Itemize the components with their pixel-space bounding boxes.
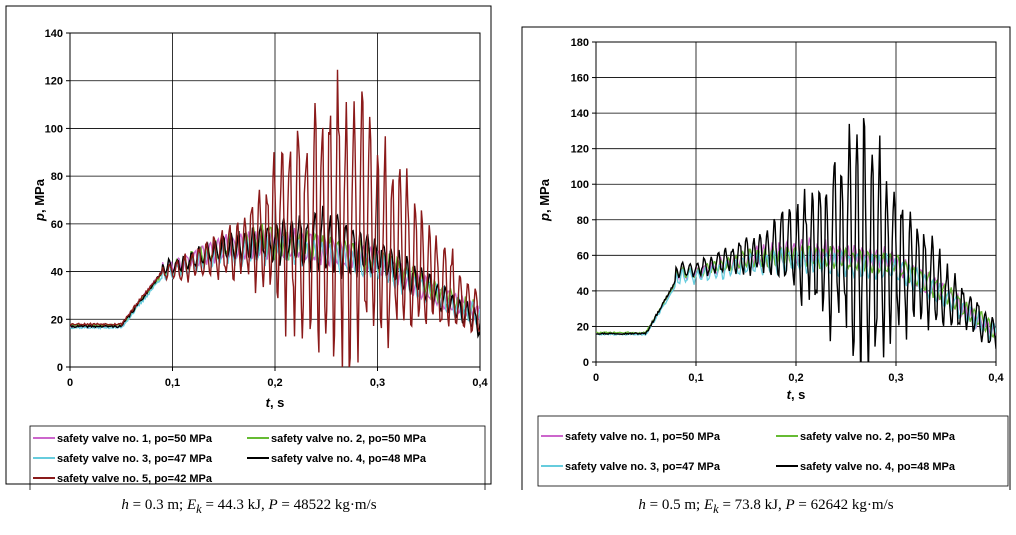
right-chart: 0 20 40 60 80 100 120 140 160 180 0 0,1 0,2 0,3 0,4 p… xyxy=(521,26,1011,490)
y-tick-label: 160 xyxy=(571,73,589,85)
legend-entry: safety valve no. 2, po=50 MPa xyxy=(800,431,956,443)
x-tick-label: 0,1 xyxy=(165,377,180,389)
left-caption: h = 0.3 m; Ek = 44.3 kJ, P = 48522 kg·m/… xyxy=(121,497,377,516)
right-y-ticks: 0 20 40 60 80 100 120 140 160 180 xyxy=(571,37,596,369)
legend-entry: safety valve no. 1, po=50 MPa xyxy=(57,433,213,445)
y-tick-label: 60 xyxy=(51,219,63,231)
x-tick-label: 0,4 xyxy=(988,372,1004,384)
x-tick-label: 0,1 xyxy=(688,372,703,384)
y-tick-label: 80 xyxy=(577,215,589,227)
right-caption: h = 0.5 m; Ek = 73.8 kJ, P = 62642 kg·m/… xyxy=(638,497,894,516)
y-tick-label: 20 xyxy=(577,321,589,333)
legend-entry: safety valve no. 4, po=48 MPa xyxy=(800,461,956,473)
y-tick-label: 140 xyxy=(45,28,63,40)
y-tick-label: 40 xyxy=(51,267,63,279)
series-line xyxy=(70,69,480,367)
x-tick-label: 0,2 xyxy=(267,377,282,389)
right-y-axis-label: p, MPa xyxy=(537,178,552,222)
y-tick-label: 0 xyxy=(583,357,589,369)
y-tick-label: 180 xyxy=(571,37,589,49)
y-tick-label: 60 xyxy=(577,250,589,262)
left-legend: safety valve no. 1, po=50 MPa safety valv… xyxy=(33,433,427,485)
right-legend-box xyxy=(537,415,1009,487)
y-tick-label: 40 xyxy=(577,286,589,298)
y-tick-label: 120 xyxy=(45,76,63,88)
left-legend-box xyxy=(29,425,486,490)
x-tick-label: 0,3 xyxy=(370,377,385,389)
left-x-axis-label: t, s xyxy=(266,395,285,410)
right-x-ticks: 0 0,1 0,2 0,3 0,4 xyxy=(593,362,1005,384)
y-tick-label: 100 xyxy=(571,179,589,191)
right-x-axis-label: t, s xyxy=(787,387,806,402)
legend-entry: safety valve no. 5, po=42 MPa xyxy=(57,473,213,485)
y-tick-label: 120 xyxy=(571,144,589,156)
legend-entry: safety valve no. 4, po=48 MPa xyxy=(271,453,427,465)
legend-entry: safety valve no. 3, po=47 MPa xyxy=(57,453,213,465)
left-grid xyxy=(69,32,481,368)
x-tick-label: 0,3 xyxy=(888,372,903,384)
left-x-ticks: 0 0,1 0,2 0,3 0,4 xyxy=(67,367,489,389)
legend-entry: safety valve no. 2, po=50 MPa xyxy=(271,433,427,445)
y-tick-label: 0 xyxy=(57,362,63,374)
left-series-lines xyxy=(70,69,480,367)
x-tick-label: 0 xyxy=(67,377,73,389)
y-tick-label: 80 xyxy=(51,171,63,183)
x-tick-label: 0,4 xyxy=(472,377,488,389)
x-tick-label: 0 xyxy=(593,372,599,384)
left-y-axis-label: p, MPa xyxy=(32,178,47,222)
y-tick-label: 100 xyxy=(45,123,63,135)
legend-entry: safety valve no. 1, po=50 MPa xyxy=(565,431,721,443)
y-tick-label: 20 xyxy=(51,314,63,326)
right-legend: safety valve no. 1, po=50 MPa safety valv… xyxy=(541,431,956,473)
left-y-ticks: 0 20 40 60 80 100 120 140 xyxy=(45,28,70,374)
right-series-lines xyxy=(596,118,996,362)
x-tick-label: 0,2 xyxy=(788,372,803,384)
legend-entry: safety valve no. 3, po=47 MPa xyxy=(565,461,721,473)
series-line xyxy=(596,118,996,362)
y-tick-label: 140 xyxy=(571,108,589,120)
